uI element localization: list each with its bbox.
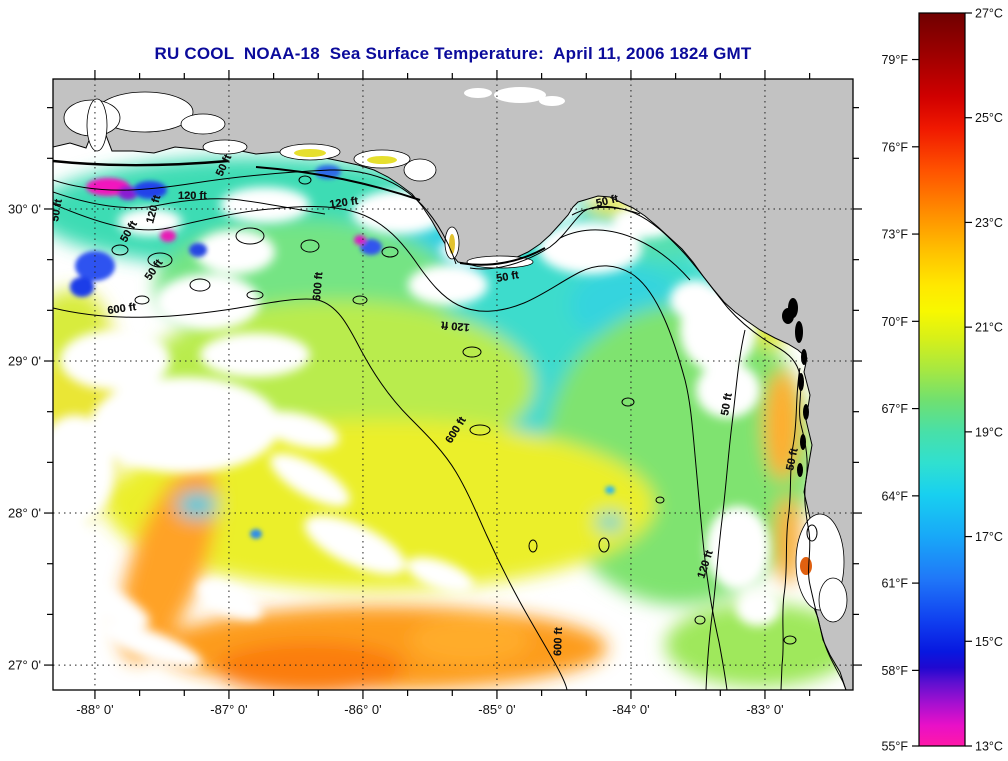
contour-label: 120 ft: [329, 195, 359, 211]
barrier-islands: [53, 159, 546, 266]
colorbar-c-label: 17°C: [975, 530, 1003, 544]
contour-label: 50 ft: [719, 392, 735, 417]
x-axis-label: -86° 0': [344, 702, 381, 717]
colorbar-c-label: 19°C: [975, 425, 1003, 439]
contour-label-halo: 50 ft: [595, 193, 620, 210]
colorbar-f-label: 70°F: [881, 315, 908, 329]
y-axis-label: 27° 0': [8, 658, 41, 673]
contour-label-halo: 50 ft: [49, 198, 65, 223]
contour-label-halo: 50 ft: [784, 447, 801, 472]
contour-label: 600 ft: [107, 301, 137, 317]
contour-label-halo: 50 ft: [495, 269, 520, 285]
colorbar-f-label: 79°F: [881, 53, 908, 67]
colorbar-f-label: 67°F: [881, 402, 908, 416]
contour-label-halo: 600 ft: [311, 271, 325, 301]
contour-label-halo: 50 ft: [719, 392, 735, 417]
contour-label-halo: 120 ft: [178, 190, 207, 202]
contour-label-halo: 600 ft: [107, 301, 137, 317]
colorbar-f-label: 55°F: [881, 740, 908, 754]
contour-label: 600 ft: [311, 271, 325, 301]
colorbar-c-label: 15°C: [975, 635, 1003, 649]
contour-label: 120 ft: [178, 190, 207, 202]
figure-title: RU COOL NOAA-18 Sea Surface Temperature:…: [154, 44, 752, 63]
cold-plume-patches: [70, 165, 615, 539]
contour-label: 50 ft: [595, 193, 620, 210]
x-axis-label: -85° 0': [478, 702, 515, 717]
y-axis-label: 28° 0': [8, 506, 41, 521]
plot-frame: [52, 78, 854, 691]
contour-label-halo: 600 ft: [552, 627, 565, 656]
colorbar-f-label: 61°F: [881, 577, 908, 591]
x-axis-label: -84° 0': [612, 702, 649, 717]
colorbar-c-label: 21°C: [975, 321, 1003, 335]
colorbar: [918, 12, 966, 747]
y-axis-label: 30° 0': [8, 201, 41, 216]
colorbar-c-label: 27°C: [975, 7, 1003, 21]
contour-label: 50 ft: [495, 269, 520, 285]
colorbar-f-label: 76°F: [881, 140, 908, 154]
x-axis-label: -88° 0': [76, 702, 113, 717]
x-axis-label: -83° 0': [746, 702, 783, 717]
colorbar-f-label: 64°F: [881, 489, 908, 503]
bays-and-land-clouds: [63, 87, 848, 623]
contour-label: 600 ft: [552, 627, 565, 656]
x-axis-label: -87° 0': [210, 702, 247, 717]
bathymetry-contours: [53, 169, 847, 690]
contour-label-halo: 120 ft: [329, 195, 359, 211]
contour-label-halo: 120 ft: [440, 318, 470, 332]
contour-label: 120 ft: [440, 318, 470, 332]
colorbar-c-label: 13°C: [975, 740, 1003, 754]
colorbar-c-label: 23°C: [975, 216, 1003, 230]
colorbar-f-label: 73°F: [881, 228, 908, 242]
colorbar-c-label: 25°C: [975, 111, 1003, 125]
colorbar-f-label: 58°F: [881, 664, 908, 678]
y-axis-label: 29° 0': [8, 354, 41, 369]
contour-label: 50 ft: [784, 447, 801, 472]
contour-label: 50 ft: [49, 198, 65, 223]
